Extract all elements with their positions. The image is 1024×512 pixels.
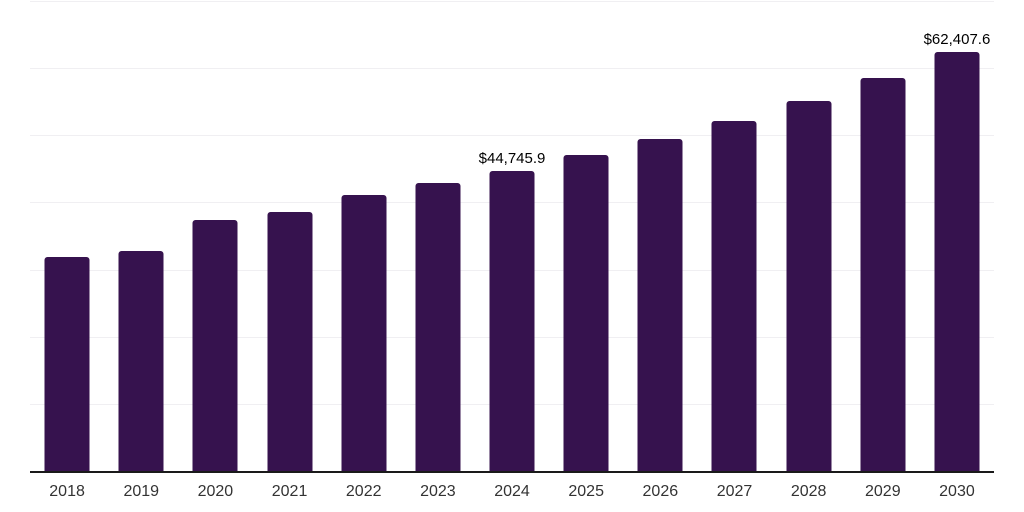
data-label-2030: $62,407.6: [923, 30, 991, 48]
x-tick-2020: 2020: [197, 483, 234, 500]
plot-area: $44,745.9 $62,407.6: [30, 1, 994, 473]
x-tick-2030: 2030: [939, 483, 975, 500]
bar-slot-2025: [549, 1, 623, 471]
bar-slot-2021: [252, 1, 326, 471]
gridline-60000: [30, 68, 994, 70]
bar-2022: [341, 195, 387, 471]
bar-slot-2018: [30, 1, 104, 471]
x-tick-2029: 2029: [865, 483, 901, 500]
x-tick-2022: 2022: [345, 483, 382, 500]
bar-2025: [563, 155, 609, 471]
bar-2020: [192, 219, 238, 471]
bar-slot-2019: [104, 1, 178, 471]
bar-2028: [786, 101, 832, 471]
gridline-50000: [30, 135, 994, 137]
x-tick-2027: 2027: [716, 483, 753, 500]
bar-slot-2028: [772, 1, 846, 471]
x-tick-2024: 2024: [494, 483, 530, 500]
bar-2027: [711, 120, 757, 471]
x-tick-2023: 2023: [420, 483, 456, 500]
bar-2018: [44, 256, 90, 471]
bars-container: $44,745.9 $62,407.6: [30, 1, 994, 471]
gridline-70000: [30, 1, 994, 2]
x-tick-2028: 2028: [790, 483, 827, 500]
bar-slot-2027: [697, 1, 771, 471]
bar-2026: [637, 139, 683, 471]
x-axis-labels: 2018 2019 2020 2021 2022 2023 2024 2025 2026 2027…: [30, 484, 994, 500]
x-tick-2025: 2025: [568, 483, 604, 500]
x-tick-2018: 2018: [49, 483, 85, 500]
bar-2021: [267, 211, 313, 471]
bar-slot-2030: $62,407.6: [920, 1, 994, 471]
x-tick-2021: 2021: [271, 483, 308, 500]
bar-2030: [934, 51, 980, 471]
bar-slot-2020: [178, 1, 252, 471]
bar-2019: [118, 250, 164, 471]
bar-slot-2026: [623, 1, 697, 471]
bar-slot-2029: [846, 1, 920, 471]
bar-2024: [489, 170, 535, 471]
x-tick-2019: 2019: [123, 483, 160, 500]
bar-slot-2023: [401, 1, 475, 471]
data-label-2024: $44,745.9: [478, 149, 546, 167]
bar-2023: [415, 182, 461, 471]
bar-slot-2024: $44,745.9: [475, 1, 549, 471]
x-tick-2026: 2026: [642, 483, 679, 500]
bar-slot-2022: [327, 1, 401, 471]
bar-2029: [860, 78, 906, 471]
